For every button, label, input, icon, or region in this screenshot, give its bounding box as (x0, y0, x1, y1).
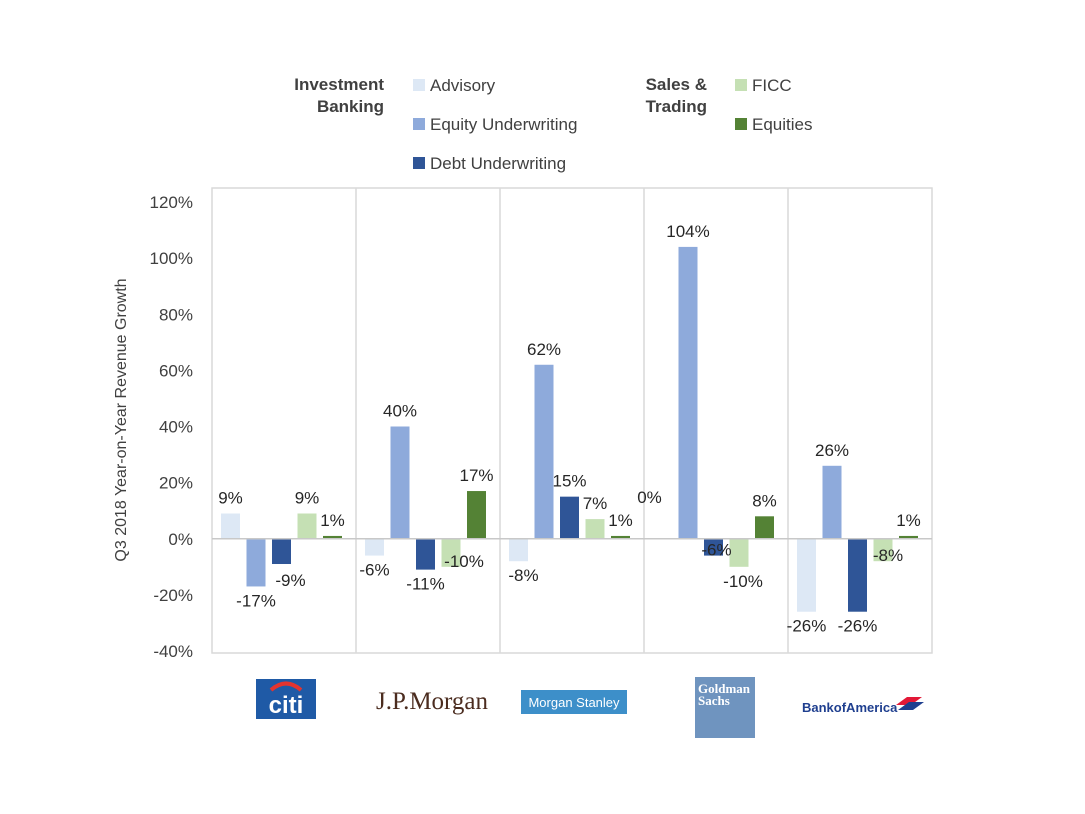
data-label: 104% (666, 222, 709, 241)
legend-label: Advisory (430, 76, 496, 95)
y-tick-label: 20% (159, 474, 193, 493)
legend-label: FICC (752, 76, 792, 95)
data-label: 8% (752, 491, 777, 510)
bar (797, 538, 816, 612)
data-label: -6% (701, 541, 731, 560)
category-group-goldman-sachs (653, 246, 774, 567)
citi-logo-text: citi (269, 692, 304, 719)
bar (441, 538, 461, 567)
bar (221, 513, 240, 539)
bar (560, 496, 579, 539)
plot-frame (211, 187, 933, 654)
data-label: 1% (896, 511, 921, 530)
bar (534, 364, 554, 539)
goldman-sachs-logo: Goldman Sachs (695, 677, 755, 738)
morgan-stanley-logo: Morgan Stanley (521, 690, 627, 714)
legend-item: Advisory (413, 76, 496, 95)
plot-area: -40% -20% 0% 20% 40% 60% 80% 100% 120% 9% -17%-9% 9… (150, 187, 933, 661)
y-tick-label: 40% (159, 418, 193, 437)
data-label: -10% (723, 572, 763, 591)
bar (611, 535, 630, 539)
morgan-stanley-logo-text: Morgan Stanley (528, 695, 620, 710)
bank-of-america-logo: BankofAmerica (802, 697, 924, 715)
data-label: 17% (459, 466, 493, 485)
y-tick-label: -40% (153, 642, 193, 661)
y-tick-label: 80% (159, 305, 193, 324)
bar (585, 519, 605, 539)
data-label: -26% (787, 617, 827, 636)
jpmorgan-logo: J.P.Morgan (376, 688, 489, 715)
data-label: 1% (608, 511, 633, 530)
legend-swatch (413, 79, 425, 91)
data-label: -11% (406, 575, 444, 594)
data-label: -8% (873, 546, 903, 565)
bar (678, 246, 698, 539)
category-group-bank-of-america (797, 465, 918, 612)
data-label: 9% (218, 488, 243, 507)
bar (297, 513, 317, 539)
legend-group-title-st-line1: Sales & (646, 75, 707, 94)
legend: Investment Banking Sales & Trading Advis… (294, 75, 812, 173)
legend-swatch (413, 157, 425, 169)
goldman-logo-line2: Sachs (698, 693, 730, 708)
y-tick-label: 120% (150, 193, 193, 212)
bar (467, 491, 486, 539)
citi-logo: citi (256, 679, 316, 719)
data-label: 62% (527, 340, 561, 359)
data-label: -9% (275, 571, 305, 590)
bar (822, 465, 842, 539)
legend-label: Debt Underwriting (430, 154, 566, 173)
legend-swatch (413, 118, 425, 130)
y-tick-label: 60% (159, 361, 193, 380)
legend-swatch (735, 79, 747, 91)
category-group-morgan-stanley (509, 364, 630, 562)
y-tick-label: 100% (150, 249, 193, 268)
category-group-citi (221, 513, 342, 587)
legend-group-title-ib-line1: Investment (294, 75, 384, 94)
legend-item: Equities (735, 115, 812, 134)
data-label: -17% (236, 591, 276, 610)
bar (704, 538, 723, 556)
data-label: 26% (815, 441, 849, 460)
bofa-logo-text: BankofAmerica (802, 700, 898, 715)
bar (729, 538, 749, 567)
bar (509, 538, 528, 562)
data-label: 15% (552, 472, 586, 491)
data-label: -8% (508, 566, 538, 585)
legend-item: Equity Underwriting (413, 115, 577, 134)
legend-item: FICC (735, 76, 792, 95)
data-label: -6% (359, 561, 389, 580)
bar (365, 538, 384, 556)
y-axis-label: Q3 2018 Year-on-Year Revenue Growth (113, 278, 130, 561)
goldman-logo-line1: Goldman (698, 681, 751, 696)
data-label: 40% (383, 402, 417, 421)
data-label: 1% (320, 511, 345, 530)
data-label: 7% (583, 494, 608, 513)
category-group-j-p-morgan (365, 426, 486, 570)
bar (416, 538, 435, 570)
legend-group-title-st-line2: Trading (646, 97, 707, 116)
bar (873, 538, 893, 562)
data-label: 0% (637, 488, 662, 507)
bofa-flag-icon (896, 697, 924, 710)
legend-group-title-ib-line2: Banking (317, 97, 384, 116)
data-label: -10% (444, 552, 484, 571)
data-label: 9% (295, 488, 320, 507)
y-tick-label: 0% (168, 530, 193, 549)
bar (246, 538, 266, 587)
bar (755, 516, 774, 539)
legend-item: Debt Underwriting (413, 154, 566, 173)
legend-label: Equities (752, 115, 812, 134)
bar (272, 538, 291, 565)
bar (323, 535, 342, 539)
bar (390, 426, 410, 539)
bar (899, 535, 918, 539)
bar (848, 538, 867, 612)
legend-label: Equity Underwriting (430, 115, 577, 134)
y-tick-label: -20% (153, 586, 193, 605)
data-label: -26% (838, 617, 878, 636)
legend-swatch (735, 118, 747, 130)
